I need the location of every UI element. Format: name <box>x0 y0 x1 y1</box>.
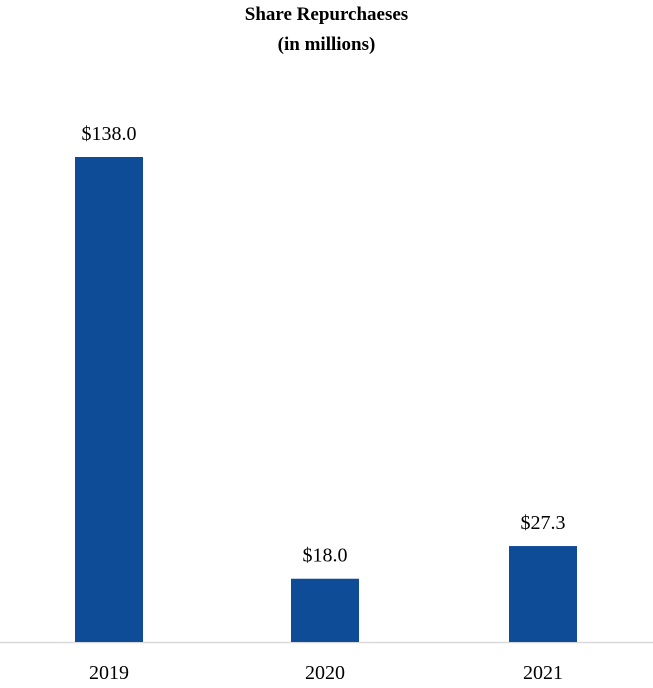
x-tick-label-2019: 2019 <box>89 662 129 684</box>
data-label-2020: $18.0 <box>303 545 348 567</box>
data-label-2019: $138.0 <box>82 123 137 145</box>
chart-subtitle: (in millions) <box>277 34 376 55</box>
x-tick-labels-group: 2019 2020 2021 <box>89 662 563 684</box>
bar-2021 <box>509 546 577 642</box>
chart-title: Share Repurchaeses <box>244 4 409 25</box>
bars-group <box>75 157 577 642</box>
data-labels-group: $138.0 $18.0 $27.3 <box>82 123 566 567</box>
data-label-2021: $27.3 <box>521 512 566 534</box>
bar-2019 <box>75 157 143 642</box>
x-tick-label-2020: 2020 <box>305 662 345 684</box>
bar-2020 <box>291 578 359 642</box>
x-tick-label-2021: 2021 <box>523 662 563 684</box>
